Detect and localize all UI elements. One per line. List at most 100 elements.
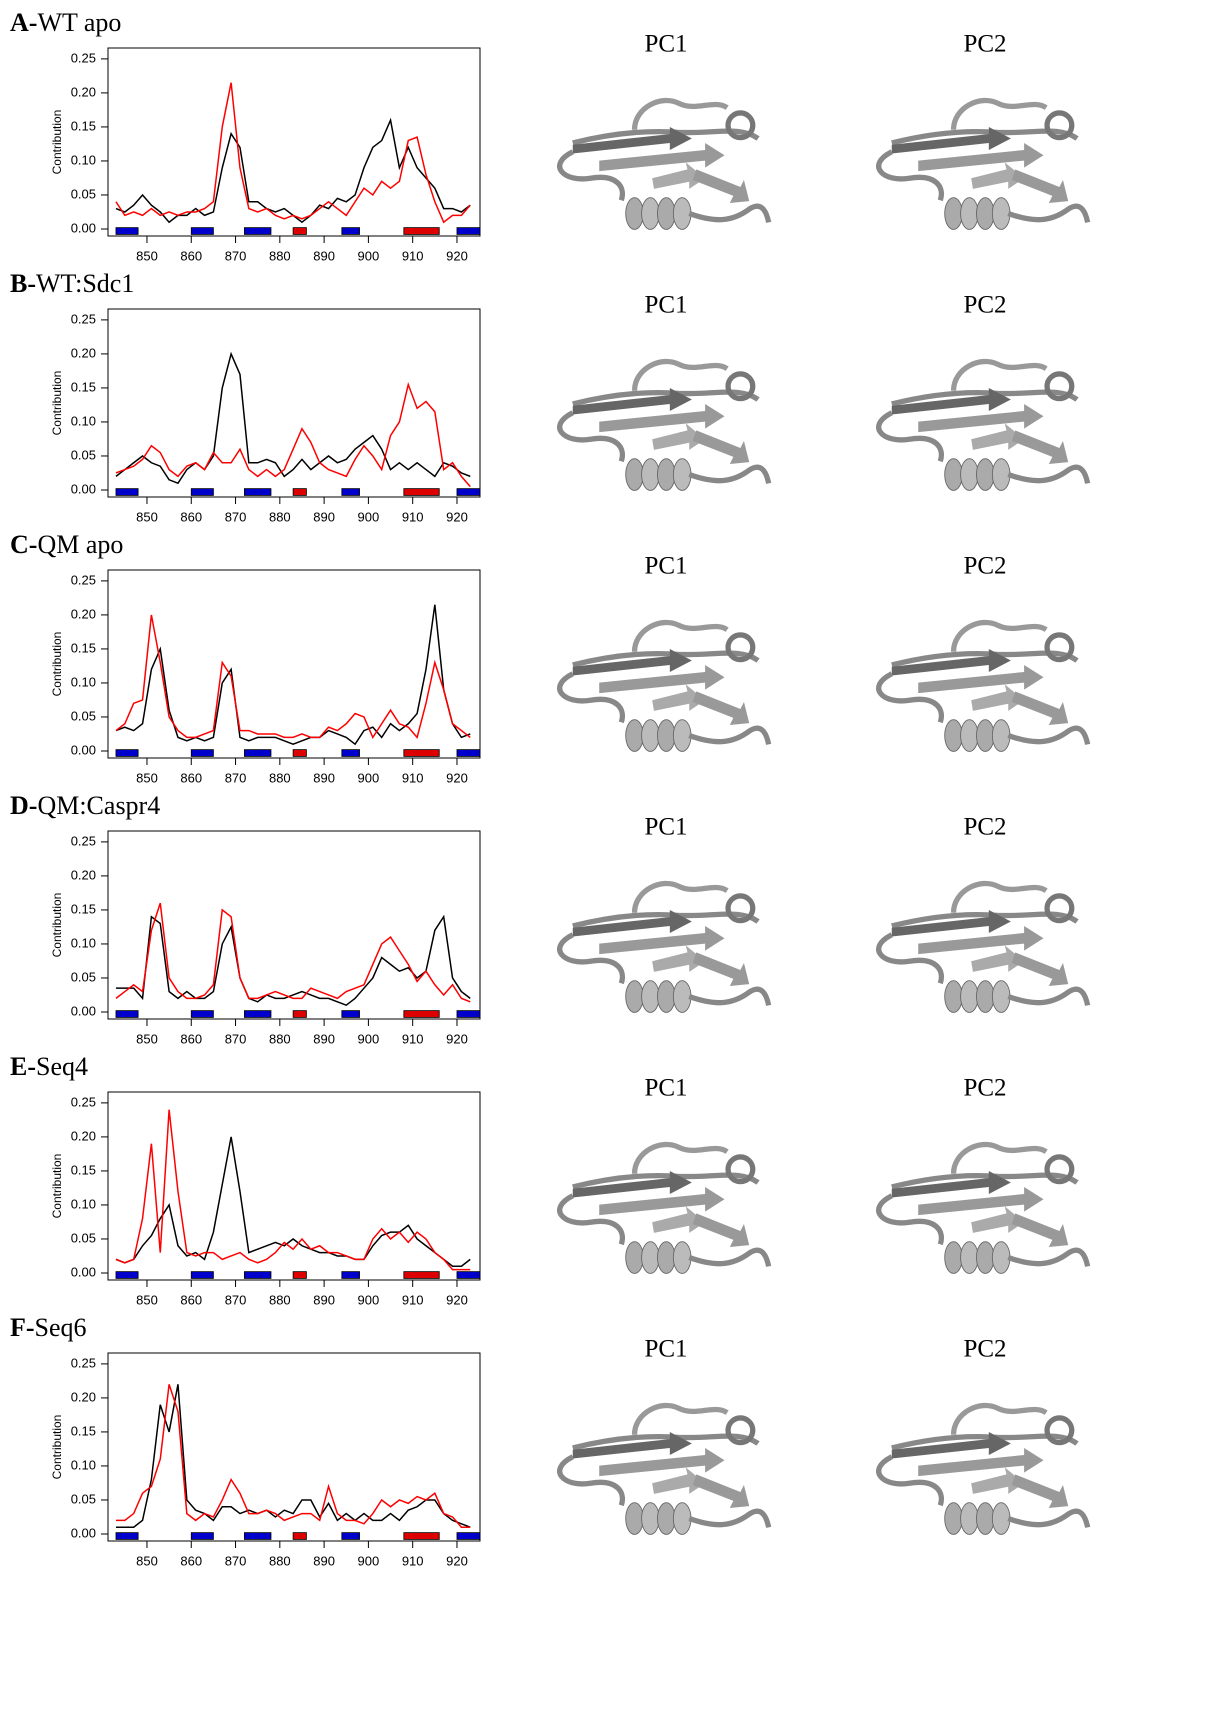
y-tick-label: 0.10 [71,1196,96,1211]
structure-image [560,1144,769,1273]
panel-letter: E- [10,1052,36,1081]
y-tick-label: 0.05 [71,186,96,201]
panel-name: Seq6 [35,1313,87,1342]
region [115,488,139,496]
region [115,1010,139,1018]
x-tick-label: 850 [136,248,158,263]
region [243,1271,272,1279]
region [190,488,214,496]
region [243,488,272,496]
data-line [115,902,471,1003]
x-tick-label: 850 [136,770,158,785]
x-tick-label: 870 [225,509,247,524]
y-tick-label: 0.20 [71,84,96,99]
x-tick-label: 920 [446,248,468,263]
y-tick-label: 0.25 [71,311,96,326]
structure-image [879,622,1088,751]
structure-label: PC2 [963,1075,1006,1102]
y-tick-label: 0.25 [71,572,96,587]
x-tick-label: 890 [313,509,335,524]
structure-label: PC1 [644,31,687,58]
region [403,488,440,496]
structure-image [560,883,769,1012]
x-tick-label: 920 [446,509,468,524]
structure-image [879,100,1088,229]
structure-label: PC1 [644,553,687,580]
y-axis-label: Contribution [50,371,64,436]
structure-image [560,622,769,751]
data-line [115,914,471,1007]
panel-title: C-QM apo [10,530,123,559]
plot-frame [107,1091,481,1281]
data-line [115,1384,471,1528]
x-tick-label: 900 [358,509,380,524]
y-axis-label: Contribution [50,1154,64,1219]
y-axis-label: Contribution [50,632,64,697]
x-tick-label: 850 [136,509,158,524]
region [456,227,481,235]
region [115,749,139,757]
y-tick-label: 0.00 [71,481,96,496]
panel-title: A-WT apo [10,8,121,37]
x-tick-label: 880 [269,1553,291,1568]
data-line [115,381,471,488]
structure-label: PC1 [644,1075,687,1102]
y-tick-label: 0.05 [71,969,96,984]
y-tick-label: 0.20 [71,345,96,360]
y-axis-label: Contribution [50,893,64,958]
x-tick-label: 850 [136,1292,158,1307]
region [190,1532,214,1540]
region [341,1271,360,1279]
x-tick-label: 890 [313,770,335,785]
structure-image [560,100,769,229]
data-line [115,614,471,739]
structure-image [879,361,1088,490]
y-tick-label: 0.05 [71,447,96,462]
x-tick-label: 870 [225,1553,247,1568]
y-tick-label: 0.00 [71,1525,96,1540]
region [115,1532,139,1540]
y-tick-label: 0.10 [71,1457,96,1472]
y-axis-label: Contribution [50,1415,64,1480]
region [243,1532,272,1540]
region [190,749,214,757]
region [456,1532,481,1540]
x-tick-label: 900 [358,1031,380,1046]
region [292,227,307,235]
x-tick-label: 880 [269,1031,291,1046]
y-tick-label: 0.20 [71,606,96,621]
y-tick-label: 0.25 [71,50,96,65]
region [190,1271,214,1279]
x-tick-label: 910 [402,509,424,524]
x-tick-label: 860 [180,509,202,524]
structure-label: PC2 [963,1336,1006,1363]
region [292,749,307,757]
x-tick-label: 920 [446,1031,468,1046]
x-tick-label: 910 [402,1292,424,1307]
region [190,1010,214,1018]
structure-label: PC2 [963,292,1006,319]
region [403,749,440,757]
region [292,488,307,496]
y-tick-label: 0.15 [71,901,96,916]
region [403,1010,440,1018]
region [456,1010,481,1018]
y-tick-label: 0.25 [71,833,96,848]
x-tick-label: 870 [225,1292,247,1307]
x-tick-label: 860 [180,770,202,785]
x-tick-label: 890 [313,248,335,263]
region [292,1271,307,1279]
region [115,1271,139,1279]
y-tick-label: 0.20 [71,867,96,882]
data-line [115,1136,471,1267]
panel-title: F-Seq6 [10,1313,87,1342]
plot-frame [107,830,481,1020]
region [456,488,481,496]
data-line [115,1384,471,1528]
region [456,1271,481,1279]
data-line [115,117,471,224]
panel-letter: A- [10,8,37,37]
x-tick-label: 870 [225,248,247,263]
x-tick-label: 860 [180,1292,202,1307]
